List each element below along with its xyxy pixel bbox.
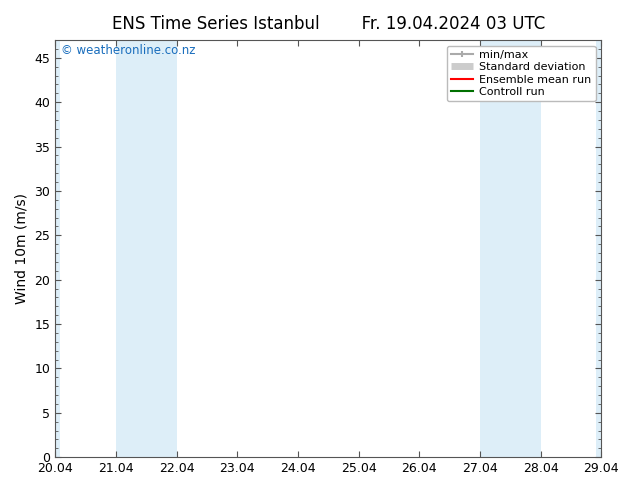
Bar xyxy=(480,40,541,457)
Bar xyxy=(116,40,177,457)
Bar xyxy=(597,40,601,457)
Title: ENS Time Series Istanbul        Fr. 19.04.2024 03 UTC: ENS Time Series Istanbul Fr. 19.04.2024 … xyxy=(112,15,545,33)
Legend: min/max, Standard deviation, Ensemble mean run, Controll run: min/max, Standard deviation, Ensemble me… xyxy=(447,46,595,101)
Bar xyxy=(55,40,60,457)
Text: © weatheronline.co.nz: © weatheronline.co.nz xyxy=(61,44,195,57)
Y-axis label: Wind 10m (m/s): Wind 10m (m/s) xyxy=(15,193,29,304)
